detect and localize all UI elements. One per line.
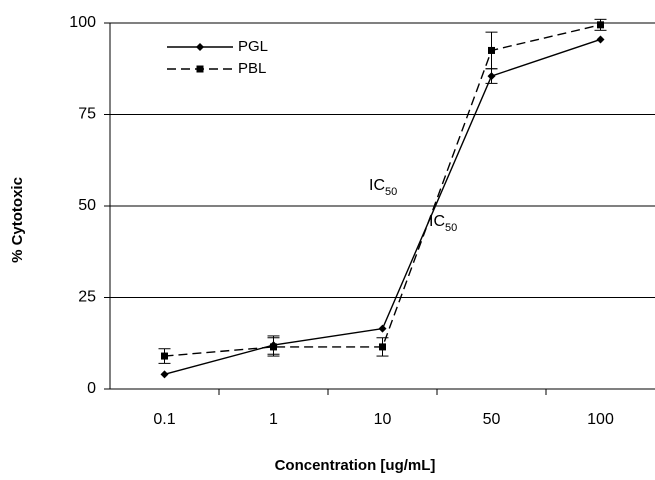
x-tick-label: 100 — [587, 411, 614, 428]
x-tick-label: 1 — [269, 411, 278, 428]
marker — [196, 65, 204, 73]
y-tick-label: 75 — [78, 106, 96, 123]
marker — [161, 352, 168, 360]
y-axis-title: % Cytotoxic — [9, 177, 26, 263]
series-line — [164, 38, 601, 376]
annotation-subscript: 50 — [385, 186, 397, 198]
x-tick-label: 10 — [374, 411, 392, 428]
legend-label: PGL — [238, 38, 268, 55]
annotation: IC — [429, 213, 445, 230]
x-tick-label: 50 — [483, 411, 501, 428]
marker — [160, 370, 169, 379]
x-tick-label: 0.1 — [153, 411, 175, 428]
marker — [378, 324, 387, 333]
y-tick-label: 100 — [69, 14, 96, 31]
annotation-subscript: 50 — [445, 222, 457, 234]
marker — [597, 21, 604, 29]
marker — [487, 72, 496, 81]
marker — [488, 46, 495, 54]
x-axis-title: Concentration [ug/mL] — [275, 457, 436, 474]
marker — [196, 43, 204, 51]
marker — [596, 35, 605, 44]
legend-label: PBL — [238, 60, 266, 77]
y-tick-label: 25 — [78, 289, 96, 306]
y-tick-label: 50 — [78, 197, 96, 214]
annotation: IC — [369, 177, 385, 194]
marker — [379, 343, 386, 351]
y-tick-label: 0 — [87, 380, 96, 397]
marker — [270, 343, 277, 351]
